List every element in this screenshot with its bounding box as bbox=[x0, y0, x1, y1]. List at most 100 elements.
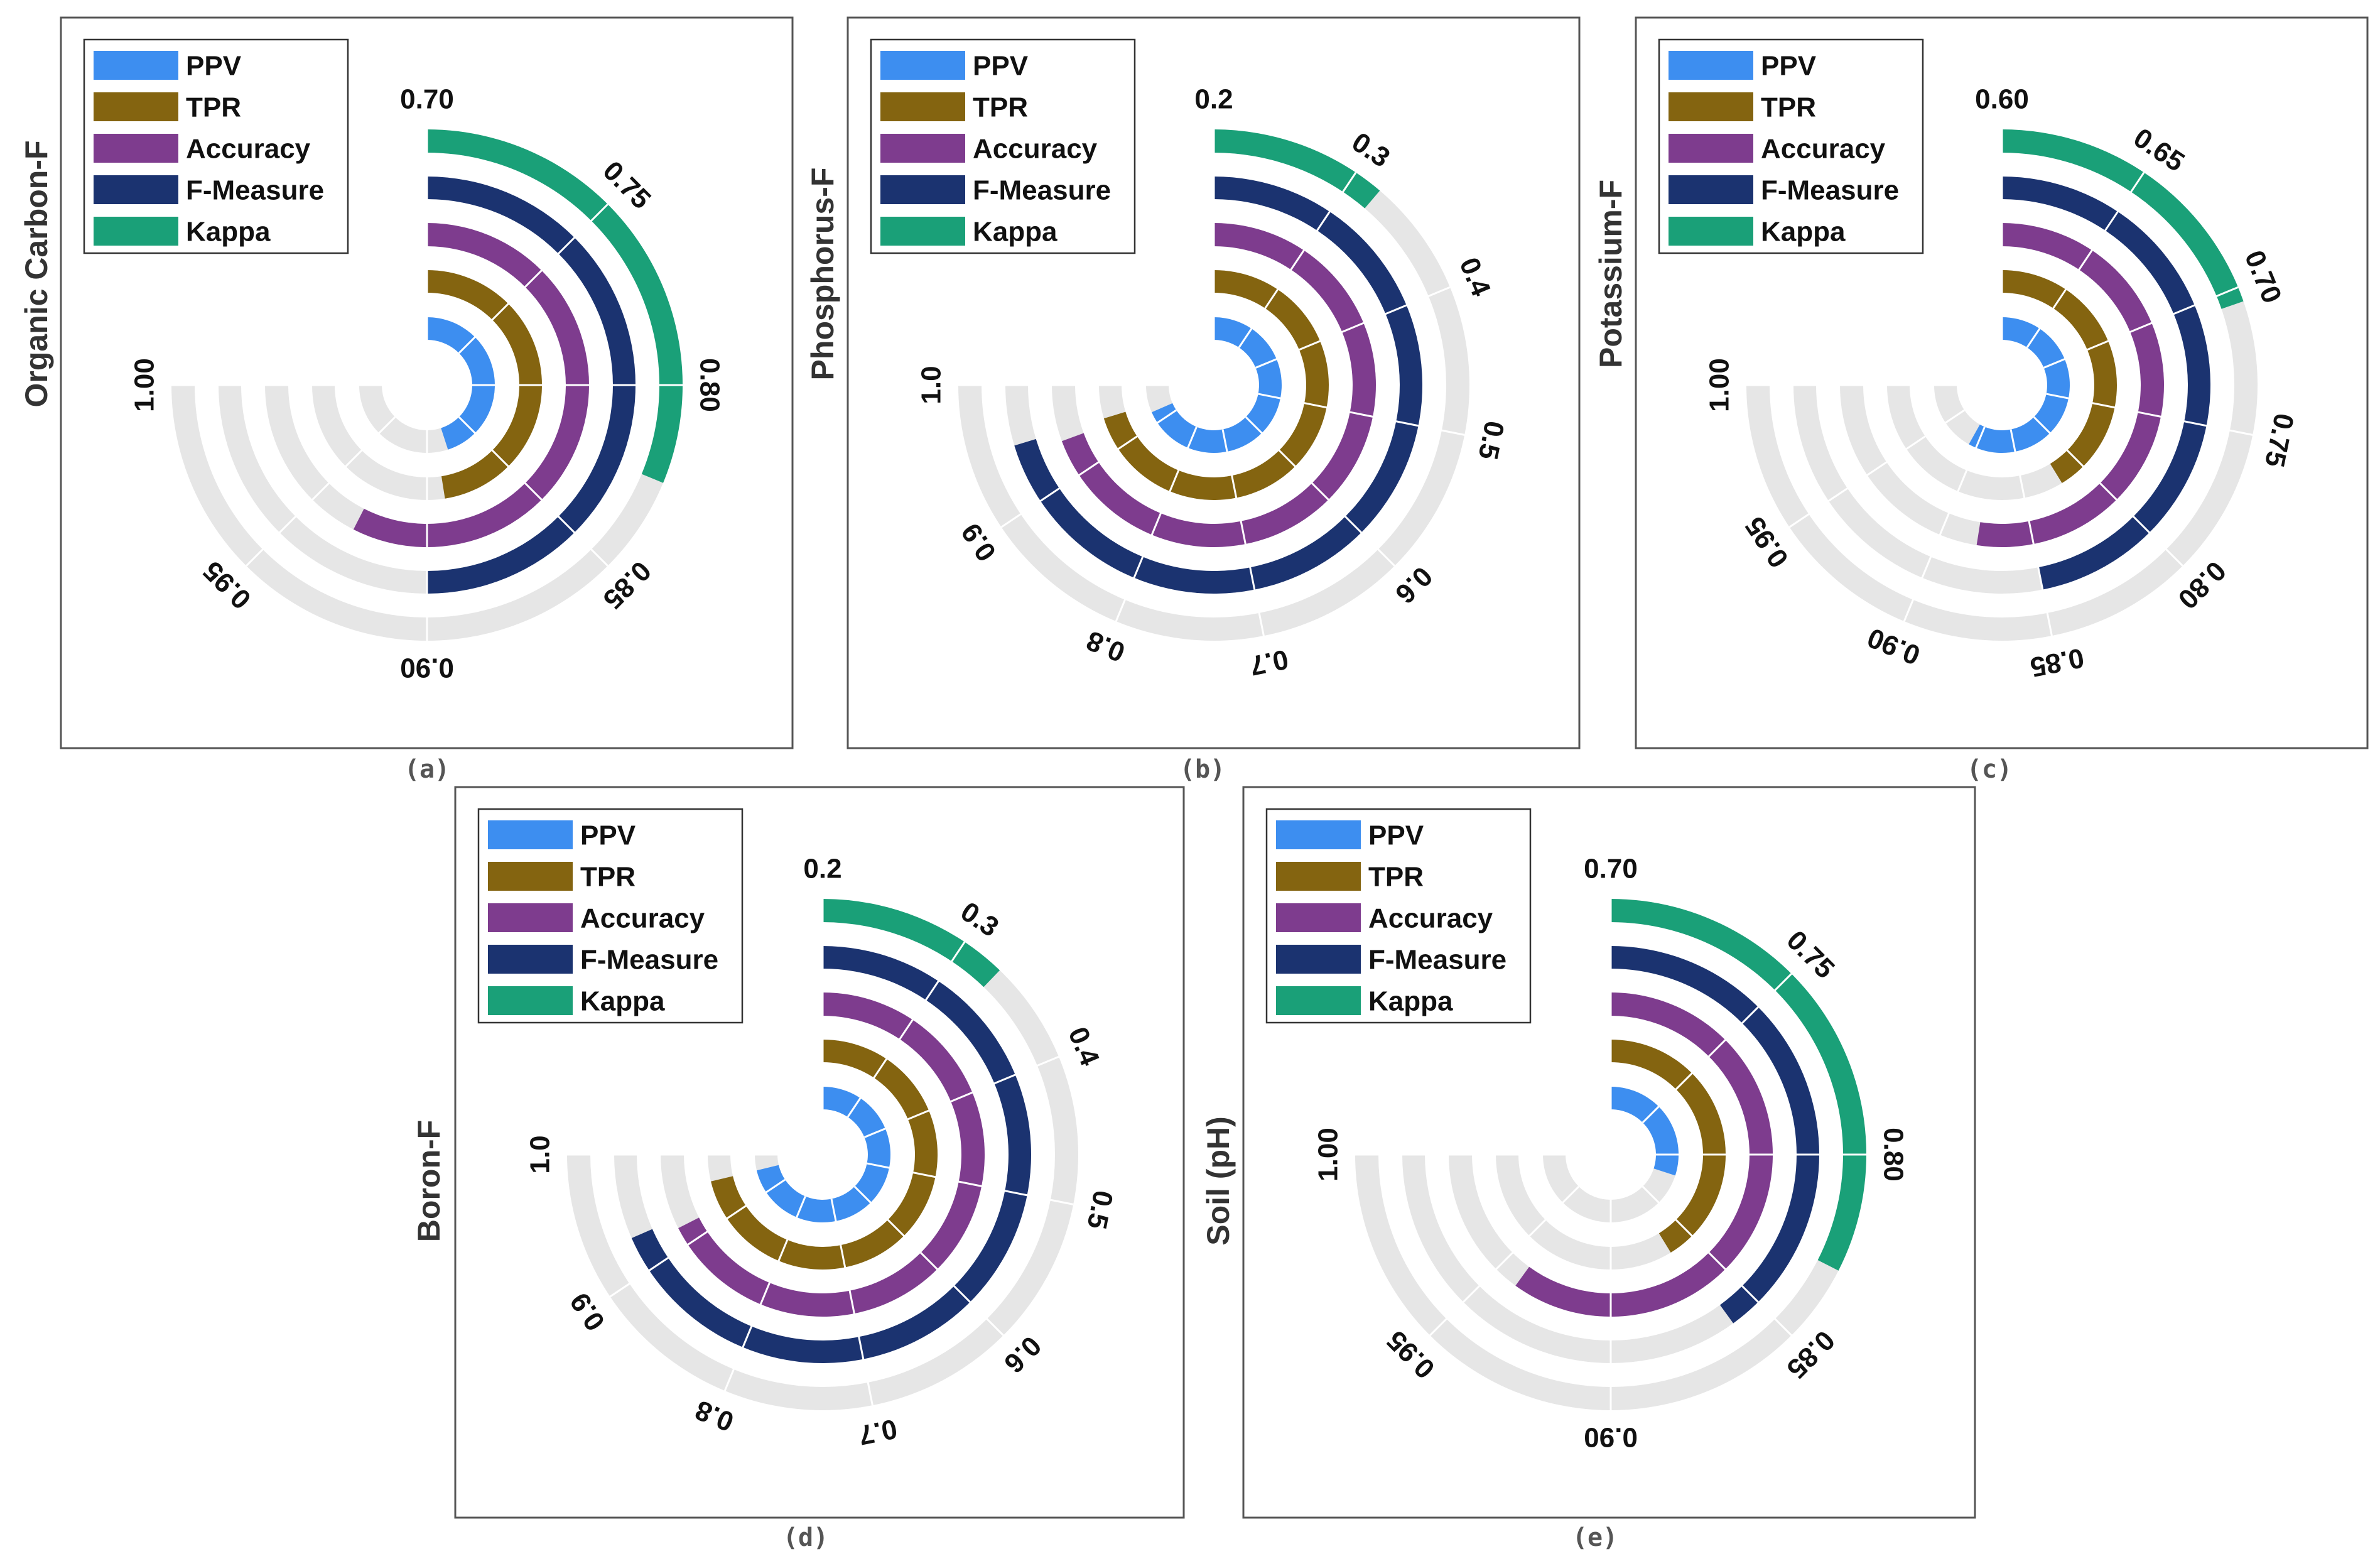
tick-label: 0.5 bbox=[1081, 1188, 1118, 1232]
legend-swatch-tpr bbox=[880, 92, 965, 121]
legend-swatch-accuracy bbox=[1276, 903, 1361, 932]
tick-label: 0.70 bbox=[400, 84, 454, 115]
legend: PPV TPR Accuracy F-Measure Kappa bbox=[1658, 38, 1924, 254]
tick-line bbox=[1429, 1185, 1580, 1336]
tick-label: 0.90 bbox=[1584, 1422, 1638, 1453]
panel-ylabel: Phosphorus-F bbox=[805, 168, 840, 381]
tick-label: 1.0 bbox=[916, 366, 947, 404]
tick-line bbox=[847, 941, 966, 1117]
panel-ylabel: Organic Carbon-F bbox=[19, 140, 54, 407]
chart-panel-c: 0.600.650.700.750.800.850.900.951.00PPVT… bbox=[1593, 16, 2369, 784]
bar-ppv bbox=[1152, 317, 1282, 453]
bar-kappa bbox=[1214, 129, 1380, 209]
panel-caption: (d) bbox=[783, 1523, 828, 1552]
legend-swatch-f-measure bbox=[880, 175, 965, 204]
legend-swatch-kappa bbox=[880, 217, 965, 246]
tick-line bbox=[723, 1195, 806, 1391]
legend-swatch-f-measure bbox=[94, 175, 178, 204]
legend-label-accuracy: Accuracy bbox=[186, 134, 311, 165]
chart-panel-e: 0.700.750.800.850.900.951.00PPVTPRAccura… bbox=[1201, 786, 1976, 1552]
legend-swatch-ppv bbox=[94, 51, 178, 80]
legend-label-f-measure: F-Measure bbox=[1761, 175, 1899, 206]
tick-label: 0.60 bbox=[1975, 84, 2029, 115]
bar-tpr bbox=[2002, 270, 2117, 484]
legend-label-kappa: Kappa bbox=[973, 217, 1057, 247]
legend-label-tpr: TPR bbox=[973, 92, 1028, 123]
panel-caption: (c) bbox=[1967, 755, 2012, 784]
legend-label-accuracy: Accuracy bbox=[580, 903, 705, 934]
tick-line bbox=[830, 1199, 874, 1406]
tick-line bbox=[2026, 171, 2145, 348]
legend: PPV TPR Accuracy F-Measure Kappa bbox=[83, 38, 349, 254]
bar-f-measure bbox=[2002, 177, 2211, 590]
legend-swatch-tpr bbox=[94, 92, 178, 121]
tick-label: 0.7 bbox=[1247, 643, 1291, 681]
tick-line bbox=[1221, 429, 1265, 636]
legend-label-f-measure: F-Measure bbox=[1368, 945, 1506, 976]
legend-swatch-accuracy bbox=[1669, 134, 1753, 163]
chart-panel-a: 0.700.750.800.850.900.951.00PPVTPRAccura… bbox=[19, 16, 794, 784]
legend-label-kappa: Kappa bbox=[1761, 217, 1846, 247]
legend-swatch-ppv bbox=[488, 820, 573, 849]
tick-label: 1.00 bbox=[129, 358, 160, 412]
tick-label: 1.0 bbox=[525, 1135, 556, 1173]
tick-line bbox=[1115, 426, 1198, 622]
legend-label-kappa: Kappa bbox=[1368, 986, 1453, 1017]
legend-swatch-kappa bbox=[1276, 986, 1361, 1015]
legend: PPV TPR Accuracy F-Measure Kappa bbox=[1265, 808, 1532, 1024]
legend-label-tpr: TPR bbox=[1368, 862, 1424, 893]
legend-label-tpr: TPR bbox=[1761, 92, 1816, 123]
chart-panel-b: 0.20.30.40.50.60.70.80.91.0PPVTPRAccurac… bbox=[805, 16, 1581, 784]
legend-swatch-ppv bbox=[1669, 51, 1753, 80]
tick-label: 0.90 bbox=[400, 653, 454, 683]
legend-label-tpr: TPR bbox=[186, 92, 241, 123]
tick-label: 0.7 bbox=[856, 1413, 900, 1450]
tick-line bbox=[1000, 409, 1177, 528]
legend-label-ppv: PPV bbox=[1368, 820, 1424, 851]
bar-kappa bbox=[823, 898, 1000, 987]
bar-accuracy bbox=[1976, 223, 2164, 547]
legend-label-ppv: PPV bbox=[186, 51, 242, 82]
tick-line bbox=[1788, 409, 1965, 528]
legend-label-ppv: PPV bbox=[1761, 51, 1817, 82]
legend-swatch-f-measure bbox=[1669, 175, 1753, 204]
legend-label-f-measure: F-Measure bbox=[973, 175, 1111, 206]
legend-label-f-measure: F-Measure bbox=[580, 945, 718, 976]
tick-line bbox=[609, 1178, 786, 1298]
panel-caption: (a) bbox=[404, 755, 450, 784]
legend-swatch-kappa bbox=[1669, 217, 1753, 246]
legend-swatch-tpr bbox=[1669, 92, 1753, 121]
legend-swatch-tpr bbox=[1276, 862, 1361, 891]
legend-label-kappa: Kappa bbox=[580, 986, 665, 1017]
bar-kappa bbox=[427, 129, 683, 483]
tick-label: 1.00 bbox=[1704, 358, 1735, 412]
tick-label: 0.80 bbox=[1878, 1128, 1909, 1182]
tick-label: 0.2 bbox=[803, 854, 841, 884]
tick-line bbox=[1255, 286, 1451, 369]
tick-line bbox=[2043, 286, 2239, 369]
legend-swatch-accuracy bbox=[94, 134, 178, 163]
legend-label-ppv: PPV bbox=[580, 820, 636, 851]
bar-kappa bbox=[2002, 129, 2244, 309]
panel-ylabel: Boron-F bbox=[411, 1120, 446, 1242]
tick-label: 0.2 bbox=[1194, 84, 1233, 115]
bar-accuracy bbox=[353, 223, 589, 547]
bar-f-measure bbox=[1611, 946, 1819, 1324]
bar-ppv bbox=[1611, 1087, 1679, 1176]
legend-swatch-ppv bbox=[1276, 820, 1361, 849]
legend-swatch-accuracy bbox=[880, 134, 965, 163]
legend-swatch-accuracy bbox=[488, 903, 573, 932]
panel-caption: (e) bbox=[1572, 1523, 1618, 1552]
bar-ppv bbox=[427, 317, 495, 450]
tick-line bbox=[1903, 426, 1986, 622]
legend-swatch-tpr bbox=[488, 862, 573, 891]
tick-line bbox=[246, 416, 396, 567]
panel-ylabel: Potassium-F bbox=[1593, 180, 1628, 368]
tick-line bbox=[2009, 429, 2053, 636]
bar-tpr bbox=[427, 270, 542, 499]
legend-label-accuracy: Accuracy bbox=[1368, 903, 1493, 934]
tick-line bbox=[2033, 416, 2183, 567]
tick-line bbox=[1642, 1185, 1792, 1336]
bar-tpr bbox=[1611, 1040, 1726, 1253]
